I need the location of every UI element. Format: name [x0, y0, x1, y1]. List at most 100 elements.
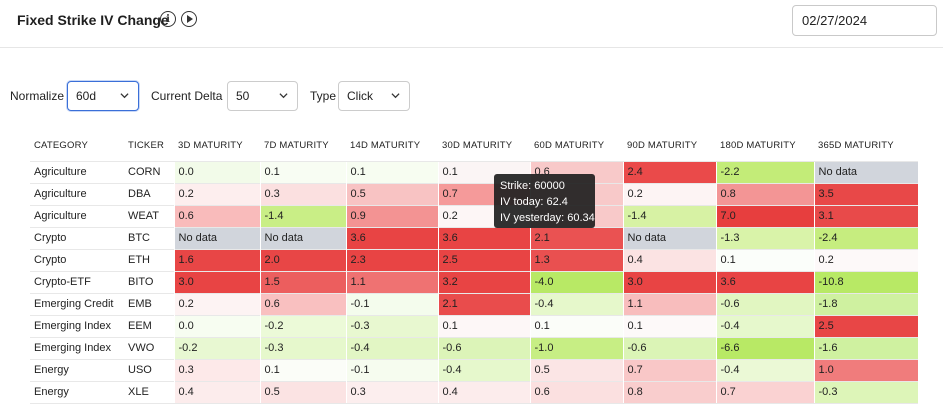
iv-value-cell[interactable]: 2.5	[437, 248, 530, 271]
iv-value-cell[interactable]: 2.4	[622, 160, 716, 183]
iv-value-cell[interactable]: 0.7	[622, 358, 716, 381]
iv-value-cell[interactable]: 1.1	[622, 292, 716, 315]
column-header[interactable]: 14D MATURITY	[350, 140, 421, 151]
iv-value-cell[interactable]: -0.4	[529, 292, 623, 315]
iv-value-cell[interactable]: 0.1	[622, 314, 716, 337]
iv-value-cell[interactable]: 3.6	[345, 226, 438, 249]
iv-value-cell[interactable]: -0.4	[715, 314, 814, 337]
iv-value-cell[interactable]: -1.3	[715, 226, 814, 249]
iv-value-cell[interactable]: -0.6	[437, 336, 530, 359]
iv-value-cell[interactable]: 0.3	[345, 380, 438, 404]
iv-value-cell[interactable]: 2.1	[437, 292, 530, 315]
iv-value-cell[interactable]: 2.1	[529, 226, 623, 249]
iv-value-cell[interactable]: 0.9	[345, 204, 438, 227]
iv-value-cell[interactable]: 0.1	[259, 358, 346, 381]
iv-value-cell[interactable]: 3.6	[437, 226, 530, 249]
iv-value-cell[interactable]: -0.3	[259, 336, 346, 359]
iv-value-cell[interactable]: -0.4	[715, 358, 814, 381]
iv-value-cell[interactable]: 0.3	[173, 358, 260, 381]
iv-value-cell[interactable]: 0.0	[173, 160, 260, 183]
iv-value-cell[interactable]: -0.4	[437, 358, 530, 381]
iv-value-cell[interactable]: -4.0	[529, 270, 623, 293]
iv-value-cell[interactable]: 0.1	[529, 314, 623, 337]
iv-value-cell[interactable]: 0.4	[173, 380, 260, 404]
iv-value-cell[interactable]: 3.1	[813, 204, 918, 227]
column-header[interactable]: 365D MATURITY	[818, 140, 894, 151]
iv-value-cell[interactable]: 1.1	[345, 270, 438, 293]
iv-value-cell[interactable]: -0.1	[345, 292, 438, 315]
iv-value-cell[interactable]: 0.1	[715, 248, 814, 271]
iv-value-cell[interactable]: -0.2	[259, 314, 346, 337]
iv-value-cell[interactable]: 0.8	[622, 380, 716, 404]
iv-value-cell[interactable]: -0.2	[173, 336, 260, 359]
iv-value-cell[interactable]: 0.8	[715, 182, 814, 205]
column-header[interactable]: 3D MATURITY	[178, 140, 243, 151]
table-row: Agriculture DBA 0.2 0.3 0.5 0.7 0.2 0.8 3.5	[30, 182, 918, 205]
column-header[interactable]: 30D MATURITY	[442, 140, 513, 151]
iv-value-cell[interactable]: 0.2	[173, 292, 260, 315]
iv-value-cell[interactable]: 1.5	[259, 270, 346, 293]
type-select[interactable]: Click	[338, 81, 410, 111]
iv-value-cell[interactable]: 0.6	[259, 292, 346, 315]
iv-value-cell[interactable]: 0.4	[622, 248, 716, 271]
iv-value-cell[interactable]: 1.6	[173, 248, 260, 271]
iv-value-cell[interactable]: 0.1	[345, 160, 438, 183]
iv-value-cell[interactable]: 3.0	[173, 270, 260, 293]
iv-value-cell[interactable]: -0.3	[813, 380, 918, 404]
iv-value-cell[interactable]: -1.4	[259, 204, 346, 227]
column-header[interactable]: CATEGORY	[34, 140, 89, 151]
iv-value-cell[interactable]: 0.4	[437, 380, 530, 404]
current-delta-select[interactable]: 50	[227, 81, 298, 111]
iv-value-cell[interactable]: -2.4	[813, 226, 918, 249]
iv-value-cell[interactable]: 0.7	[715, 380, 814, 404]
iv-value-cell[interactable]: No data	[173, 226, 260, 249]
iv-value-cell[interactable]: 3.5	[813, 182, 918, 205]
column-header[interactable]: 7D MATURITY	[264, 140, 329, 151]
column-header[interactable]: 90D MATURITY	[627, 140, 698, 151]
iv-value-cell[interactable]: 0.6	[173, 204, 260, 227]
iv-value-cell[interactable]: 0.5	[345, 182, 438, 205]
iv-value-cell[interactable]: 0.6	[529, 380, 623, 404]
iv-value-cell[interactable]: -1.8	[813, 292, 918, 315]
iv-value-cell[interactable]: -10.8	[813, 270, 918, 293]
iv-value-cell[interactable]: No data	[259, 226, 346, 249]
iv-value-cell[interactable]: 0.2	[173, 182, 260, 205]
iv-value-cell[interactable]: 0.2	[622, 182, 716, 205]
category-cell: Agriculture	[30, 160, 124, 183]
iv-value-cell[interactable]: -0.4	[345, 336, 438, 359]
column-header[interactable]: TICKER	[128, 140, 165, 151]
info-icon[interactable]: i	[160, 11, 176, 27]
iv-value-cell[interactable]: 0.1	[259, 160, 346, 183]
iv-value-cell[interactable]: -0.6	[622, 336, 716, 359]
iv-value-cell[interactable]: 0.5	[259, 380, 346, 404]
iv-value-cell[interactable]: -6.6	[715, 336, 814, 359]
iv-value-cell[interactable]: -2.2	[715, 160, 814, 183]
iv-value-cell[interactable]: -0.6	[715, 292, 814, 315]
iv-value-cell[interactable]: -1.6	[813, 336, 918, 359]
iv-value-cell[interactable]: 2.5	[813, 314, 918, 337]
iv-value-cell[interactable]: 0.0	[173, 314, 260, 337]
iv-value-cell[interactable]: -0.1	[345, 358, 438, 381]
play-icon[interactable]	[181, 11, 197, 27]
iv-value-cell[interactable]: 0.5	[529, 358, 623, 381]
column-header[interactable]: 60D MATURITY	[534, 140, 605, 151]
iv-value-cell[interactable]: 3.0	[622, 270, 716, 293]
iv-value-cell[interactable]: 0.2	[813, 248, 918, 271]
iv-value-cell[interactable]: -1.4	[622, 204, 716, 227]
iv-value-cell[interactable]: 0.1	[437, 314, 530, 337]
normalize-select[interactable]: 60d	[67, 81, 139, 111]
iv-value-cell[interactable]: 3.6	[715, 270, 814, 293]
iv-value-cell[interactable]: 7.0	[715, 204, 814, 227]
iv-value-cell[interactable]: -1.0	[529, 336, 623, 359]
column-header[interactable]: 180D MATURITY	[720, 140, 796, 151]
iv-value-cell[interactable]: 2.3	[345, 248, 438, 271]
iv-value-cell[interactable]: -0.3	[345, 314, 438, 337]
date-input[interactable]	[792, 5, 937, 36]
iv-value-cell[interactable]: No data	[813, 160, 918, 183]
iv-value-cell[interactable]: 1.3	[529, 248, 623, 271]
iv-value-cell[interactable]: 3.2	[437, 270, 530, 293]
iv-value-cell[interactable]: 0.3	[259, 182, 346, 205]
iv-value-cell[interactable]: 2.0	[259, 248, 346, 271]
iv-value-cell[interactable]: 1.0	[813, 358, 918, 381]
iv-value-cell[interactable]: No data	[622, 226, 716, 249]
